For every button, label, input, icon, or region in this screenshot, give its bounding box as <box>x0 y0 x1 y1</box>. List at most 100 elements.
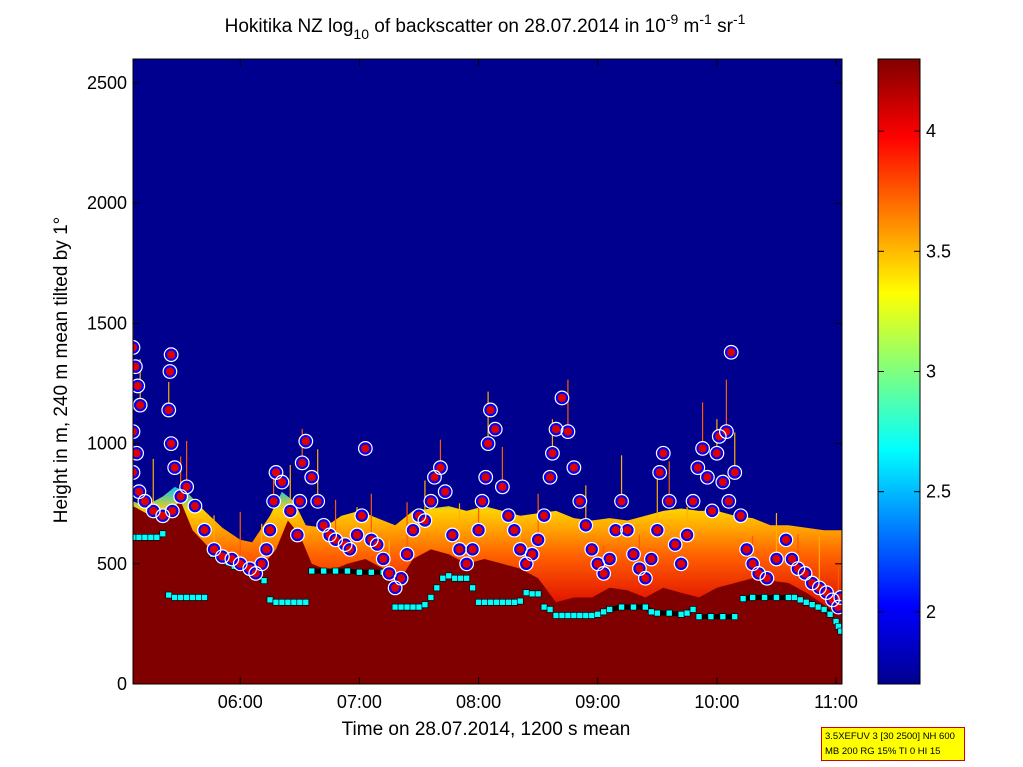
colorbar-gradient <box>877 58 921 685</box>
boundary-layer-point <box>415 603 423 611</box>
boundary-layer-point <box>332 567 339 575</box>
boundary-layer-point <box>308 567 316 575</box>
boundary-layer-point <box>165 591 173 599</box>
cloud-base-halo <box>695 441 710 456</box>
cloud-base-halo <box>162 364 178 379</box>
cloud-base-point <box>585 543 599 556</box>
boundary-layer-point <box>284 598 292 606</box>
boundary-layer-point <box>201 594 208 601</box>
plot-frame <box>132 58 843 685</box>
boundary-layer-point <box>135 534 143 541</box>
cloud-base-halo <box>811 580 827 596</box>
cloud-base-point <box>609 523 622 537</box>
saturated-layer <box>133 501 842 684</box>
cloud-base-halo <box>548 421 564 437</box>
cloud-base-point <box>573 495 587 508</box>
boundary-layer-point <box>791 594 798 601</box>
cloud-base-halo <box>483 402 498 418</box>
boundary-layer-point <box>290 598 298 606</box>
cloud-base-point <box>188 499 202 513</box>
cloud-base-point <box>138 495 152 508</box>
cloud-base-halo <box>465 541 481 557</box>
cloud-base-point <box>513 543 527 556</box>
cloud-base-halo <box>778 532 794 548</box>
cloud-base-halo <box>369 537 385 552</box>
boundary-layer-point <box>195 594 202 601</box>
cloud-base-point <box>376 552 390 566</box>
boundary-layer-point <box>683 609 691 617</box>
boundary-layer-point <box>469 584 476 592</box>
cloud-base-point <box>438 485 452 498</box>
cloud-base-halo <box>759 570 775 586</box>
cloud-base-point <box>460 557 473 571</box>
cloud-base-halo <box>739 541 755 557</box>
boundary-layer-point <box>588 612 596 619</box>
boundary-layer-point <box>409 603 417 611</box>
cloud-base-point <box>475 495 489 508</box>
cloud-base-halo <box>304 469 320 485</box>
cloud-base-halo <box>500 508 516 524</box>
cloud-base-point <box>543 470 557 484</box>
boundary-layer-point <box>320 567 327 575</box>
boundary-layer-point <box>296 598 304 606</box>
boundary-layer-point <box>630 603 637 611</box>
boundary-layer-point <box>564 612 572 619</box>
x-tick-label: 10:00 <box>694 692 739 712</box>
cloud-base-point <box>561 425 575 438</box>
cloud-base-point <box>466 543 479 556</box>
cloud-base-halo <box>655 445 671 461</box>
cloud-base-halo <box>399 546 415 562</box>
boundary-layer-point <box>773 594 780 601</box>
info-box: 3.5XEFUV 3 [30 2500] NH 600 MB 200 RG 15… <box>821 727 965 761</box>
cloud-base-halo <box>290 527 305 543</box>
colorbar-tick-label: 3 <box>926 362 936 382</box>
cloud-base-halo <box>459 556 475 572</box>
boundary-layer-point <box>677 610 685 618</box>
cloud-base-halo <box>357 441 373 456</box>
cloud-base-point <box>293 495 307 508</box>
boundary-layer-point <box>808 601 816 608</box>
cloud-base-halo <box>704 503 720 519</box>
cloud-base-point <box>267 495 280 508</box>
x-axis: 06:00 07:00 08:00 09:00 10:00 11:00 <box>218 59 858 712</box>
cloud-base-point <box>722 495 736 508</box>
cloud-base-halo <box>375 551 391 567</box>
cloud-base-halo <box>608 522 623 538</box>
cloud-base-point <box>359 442 372 455</box>
boundary-layer-point <box>606 606 613 613</box>
boundary-layer-point <box>785 594 792 601</box>
colorbar-tick-label: 2.5 <box>926 482 951 502</box>
cloud-base-point <box>269 466 283 479</box>
colorbar: 2 2.5 3 3.5 4 <box>877 58 951 685</box>
boundary-layer-point <box>463 574 470 582</box>
cloud-base-point <box>740 543 753 556</box>
boundary-layer-point <box>522 589 530 596</box>
boundary-layer-point <box>439 574 447 582</box>
cloud-base-point <box>724 345 738 359</box>
cloud-base-halo <box>298 433 314 449</box>
boundary-layer-point <box>707 613 715 620</box>
cloud-base-point <box>567 461 581 474</box>
cloud-base-halo <box>133 424 141 439</box>
boundary-layer-point <box>654 609 661 617</box>
cloud-base-point <box>549 422 563 436</box>
cloud-base-halo <box>626 546 641 562</box>
boundary-layer-series <box>133 530 842 635</box>
y-tick-label: 1000 <box>87 434 127 454</box>
cloud-base-point <box>283 504 297 518</box>
cloud-base-halo <box>733 508 749 524</box>
x-tick-label: 11:00 <box>814 692 858 712</box>
cloud-base-halo <box>310 493 326 509</box>
cloud-base-halo <box>560 424 576 439</box>
boundary-layer-point <box>445 572 453 580</box>
boundary-layer-point <box>749 594 756 601</box>
cloud-base-halo <box>711 429 727 444</box>
cloud-base-point <box>311 495 324 508</box>
cloud-base-point <box>701 470 714 484</box>
cloud-base-point <box>263 523 277 537</box>
cloud-base-halo <box>478 469 494 485</box>
cloud-base-halo <box>667 537 683 552</box>
cloud-base-halo <box>530 532 546 548</box>
y-tick-label: 0 <box>117 674 127 694</box>
cloud-base-point <box>133 398 147 412</box>
